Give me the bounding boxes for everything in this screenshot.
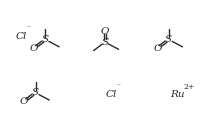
- Text: O: O: [101, 27, 109, 36]
- Text: O: O: [30, 44, 38, 53]
- Text: ⁻: ⁻: [116, 83, 120, 91]
- Text: Ru: Ru: [170, 90, 185, 99]
- Text: O: O: [20, 97, 29, 106]
- Text: S: S: [32, 88, 39, 97]
- Text: S: S: [165, 35, 172, 44]
- Text: Cl: Cl: [16, 32, 27, 41]
- Text: ⁻: ⁻: [26, 26, 30, 34]
- Text: Cl: Cl: [106, 90, 117, 99]
- Text: S: S: [42, 35, 49, 44]
- Text: S: S: [101, 38, 108, 47]
- Text: 2+: 2+: [184, 83, 195, 91]
- Text: O: O: [153, 44, 162, 53]
